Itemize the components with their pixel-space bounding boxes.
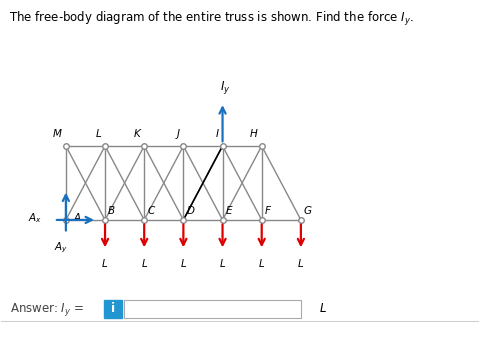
- Text: L: L: [95, 128, 101, 139]
- Text: The free-body diagram of the entire truss is shown. Find the force $I_y$.: The free-body diagram of the entire trus…: [9, 10, 412, 28]
- Text: L: L: [259, 259, 264, 268]
- Text: D: D: [186, 206, 194, 216]
- Text: C: C: [147, 206, 154, 216]
- Text: B: B: [108, 206, 115, 216]
- Text: J: J: [176, 128, 179, 139]
- Text: L: L: [102, 259, 108, 268]
- Text: E: E: [225, 206, 231, 216]
- Text: M: M: [53, 128, 62, 139]
- Text: Answer: $I_y$ =: Answer: $I_y$ =: [10, 301, 84, 318]
- Text: i: i: [111, 302, 115, 315]
- Text: L: L: [319, 302, 326, 315]
- Text: I: I: [215, 128, 218, 139]
- Text: $A_x$: $A_x$: [28, 211, 42, 225]
- Text: A: A: [73, 213, 81, 223]
- Text: K: K: [133, 128, 140, 139]
- Text: H: H: [249, 128, 258, 139]
- Text: G: G: [303, 206, 311, 216]
- Text: $A_y$: $A_y$: [54, 240, 68, 255]
- FancyBboxPatch shape: [124, 300, 300, 318]
- Text: L: L: [180, 259, 186, 268]
- Text: L: L: [219, 259, 225, 268]
- FancyBboxPatch shape: [104, 300, 122, 318]
- Text: F: F: [264, 206, 270, 216]
- Text: L: L: [141, 259, 147, 268]
- Text: L: L: [298, 259, 303, 268]
- Text: $I_y$: $I_y$: [219, 79, 229, 96]
